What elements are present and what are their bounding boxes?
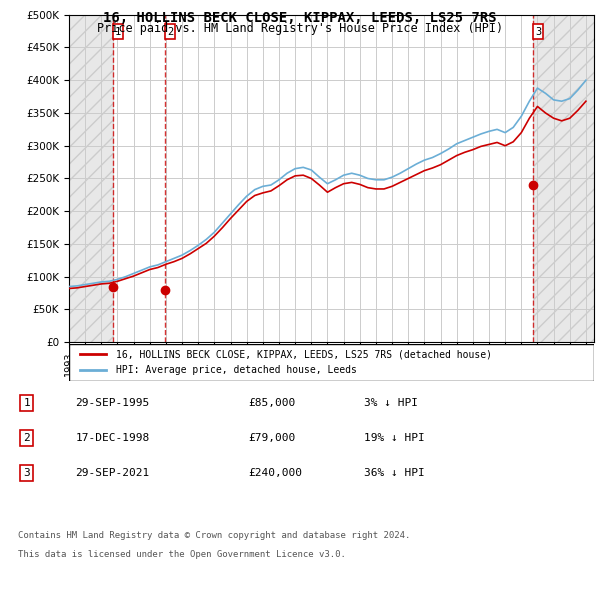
Text: This data is licensed under the Open Government Licence v3.0.: This data is licensed under the Open Gov… [18, 550, 346, 559]
Text: 36% ↓ HPI: 36% ↓ HPI [364, 468, 424, 478]
Text: 29-SEP-1995: 29-SEP-1995 [76, 398, 150, 408]
Text: 16, HOLLINS BECK CLOSE, KIPPAX, LEEDS, LS25 7RS: 16, HOLLINS BECK CLOSE, KIPPAX, LEEDS, L… [103, 11, 497, 25]
Text: 2: 2 [23, 433, 30, 443]
Text: 3% ↓ HPI: 3% ↓ HPI [364, 398, 418, 408]
Text: £79,000: £79,000 [248, 433, 296, 443]
Text: 2: 2 [167, 27, 173, 37]
Text: 17-DEC-1998: 17-DEC-1998 [76, 433, 150, 443]
Text: 1: 1 [115, 27, 121, 37]
Bar [533, 15, 594, 342]
Bar [69, 15, 113, 342]
Text: 19% ↓ HPI: 19% ↓ HPI [364, 433, 424, 443]
Text: Contains HM Land Registry data © Crown copyright and database right 2024.: Contains HM Land Registry data © Crown c… [18, 531, 410, 540]
Text: 1: 1 [23, 398, 30, 408]
Text: £240,000: £240,000 [248, 468, 302, 478]
Text: 16, HOLLINS BECK CLOSE, KIPPAX, LEEDS, LS25 7RS (detached house): 16, HOLLINS BECK CLOSE, KIPPAX, LEEDS, L… [116, 349, 492, 359]
FancyBboxPatch shape [69, 344, 594, 381]
Text: HPI: Average price, detached house, Leeds: HPI: Average price, detached house, Leed… [116, 365, 357, 375]
Text: Price paid vs. HM Land Registry's House Price Index (HPI): Price paid vs. HM Land Registry's House … [97, 22, 503, 35]
Text: 3: 3 [535, 27, 541, 37]
Text: £85,000: £85,000 [248, 398, 296, 408]
Text: 3: 3 [23, 468, 30, 478]
Text: 29-SEP-2021: 29-SEP-2021 [76, 468, 150, 478]
